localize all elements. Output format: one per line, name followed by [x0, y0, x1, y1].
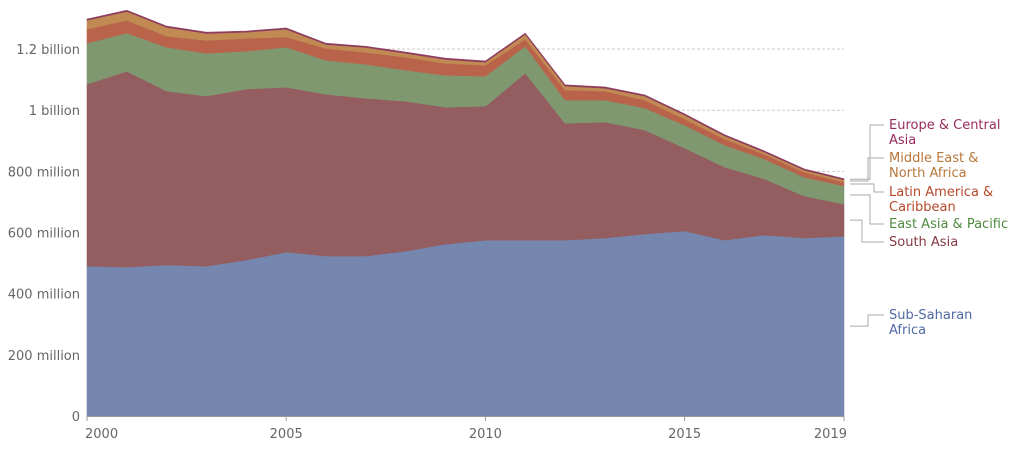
series-label-line: Europe & Central [889, 118, 1000, 133]
y-tick-label: 200 million [8, 349, 80, 364]
series-label-line: Africa [889, 323, 926, 338]
x-tick-label: 2015 [668, 427, 701, 442]
y-tick-label: 1.2 billion [16, 43, 80, 58]
label-connector [850, 124, 884, 180]
y-tick-label: 800 million [8, 165, 80, 180]
label-connector [850, 157, 884, 182]
y-tick-label: 1 billion [29, 104, 80, 119]
series-label: East Asia & Pacific [889, 217, 1008, 232]
label-connector [850, 194, 884, 225]
label-connector [850, 183, 884, 193]
x-tick-label: 2019 [814, 427, 847, 442]
series-label-line: Caribbean [889, 200, 956, 215]
x-tick-label: 2005 [270, 427, 303, 442]
series-areas [86, 9, 845, 417]
series-label-line: North Africa [889, 166, 967, 181]
y-tick-label: 400 million [8, 288, 80, 303]
label-connector [850, 219, 884, 243]
series-label-line: Middle East & [889, 151, 978, 166]
series-label: South Asia [889, 235, 958, 250]
series-label-line: Asia [889, 133, 916, 148]
label-connector [850, 314, 884, 327]
series-label-line: Latin America & [889, 185, 993, 200]
x-tick-label: 2000 [85, 427, 118, 442]
series-label: Latin America &Caribbean [889, 185, 993, 215]
x-tick-label: 2010 [469, 427, 502, 442]
x-axis: 2000 2005 2010 2015 2019 [85, 416, 847, 442]
y-tick-label: 600 million [8, 227, 80, 242]
area-europe-central-asia [86, 9, 845, 181]
series-label-line: Sub-Saharan [889, 308, 972, 323]
series-label-line: South Asia [889, 235, 958, 250]
series-label-line: East Asia & Pacific [889, 217, 1008, 232]
series-label: Middle East &North Africa [889, 151, 978, 181]
y-tick-label: 0 [72, 410, 80, 425]
y-axis: 0 200 million 400 million 600 million 800 mi… [8, 43, 80, 425]
